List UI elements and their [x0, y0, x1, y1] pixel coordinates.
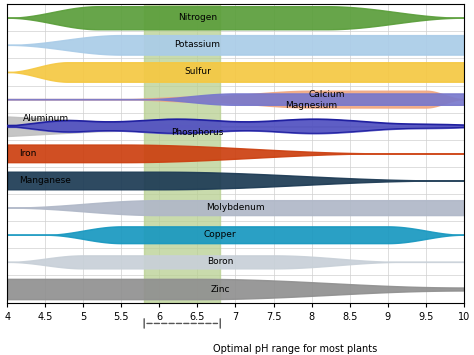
Text: Boron: Boron	[207, 257, 233, 266]
Text: Phosphorus: Phosphorus	[171, 128, 224, 137]
Text: Aluminum: Aluminum	[22, 114, 69, 123]
Text: Zinc: Zinc	[210, 284, 230, 294]
Text: Iron: Iron	[18, 149, 36, 158]
Text: Copper: Copper	[204, 230, 237, 239]
Text: Optimal pH range for most plants: Optimal pH range for most plants	[213, 344, 377, 354]
Text: Magnesium: Magnesium	[285, 100, 337, 110]
Text: Sulfur: Sulfur	[184, 67, 211, 76]
Text: Nitrogen: Nitrogen	[178, 13, 217, 22]
Text: Potassium: Potassium	[174, 40, 220, 49]
Text: Molybdenum: Molybdenum	[206, 203, 265, 212]
Bar	[144, 4, 220, 302]
Text: Manganese: Manganese	[18, 176, 71, 185]
Text: Calcium: Calcium	[309, 90, 345, 99]
